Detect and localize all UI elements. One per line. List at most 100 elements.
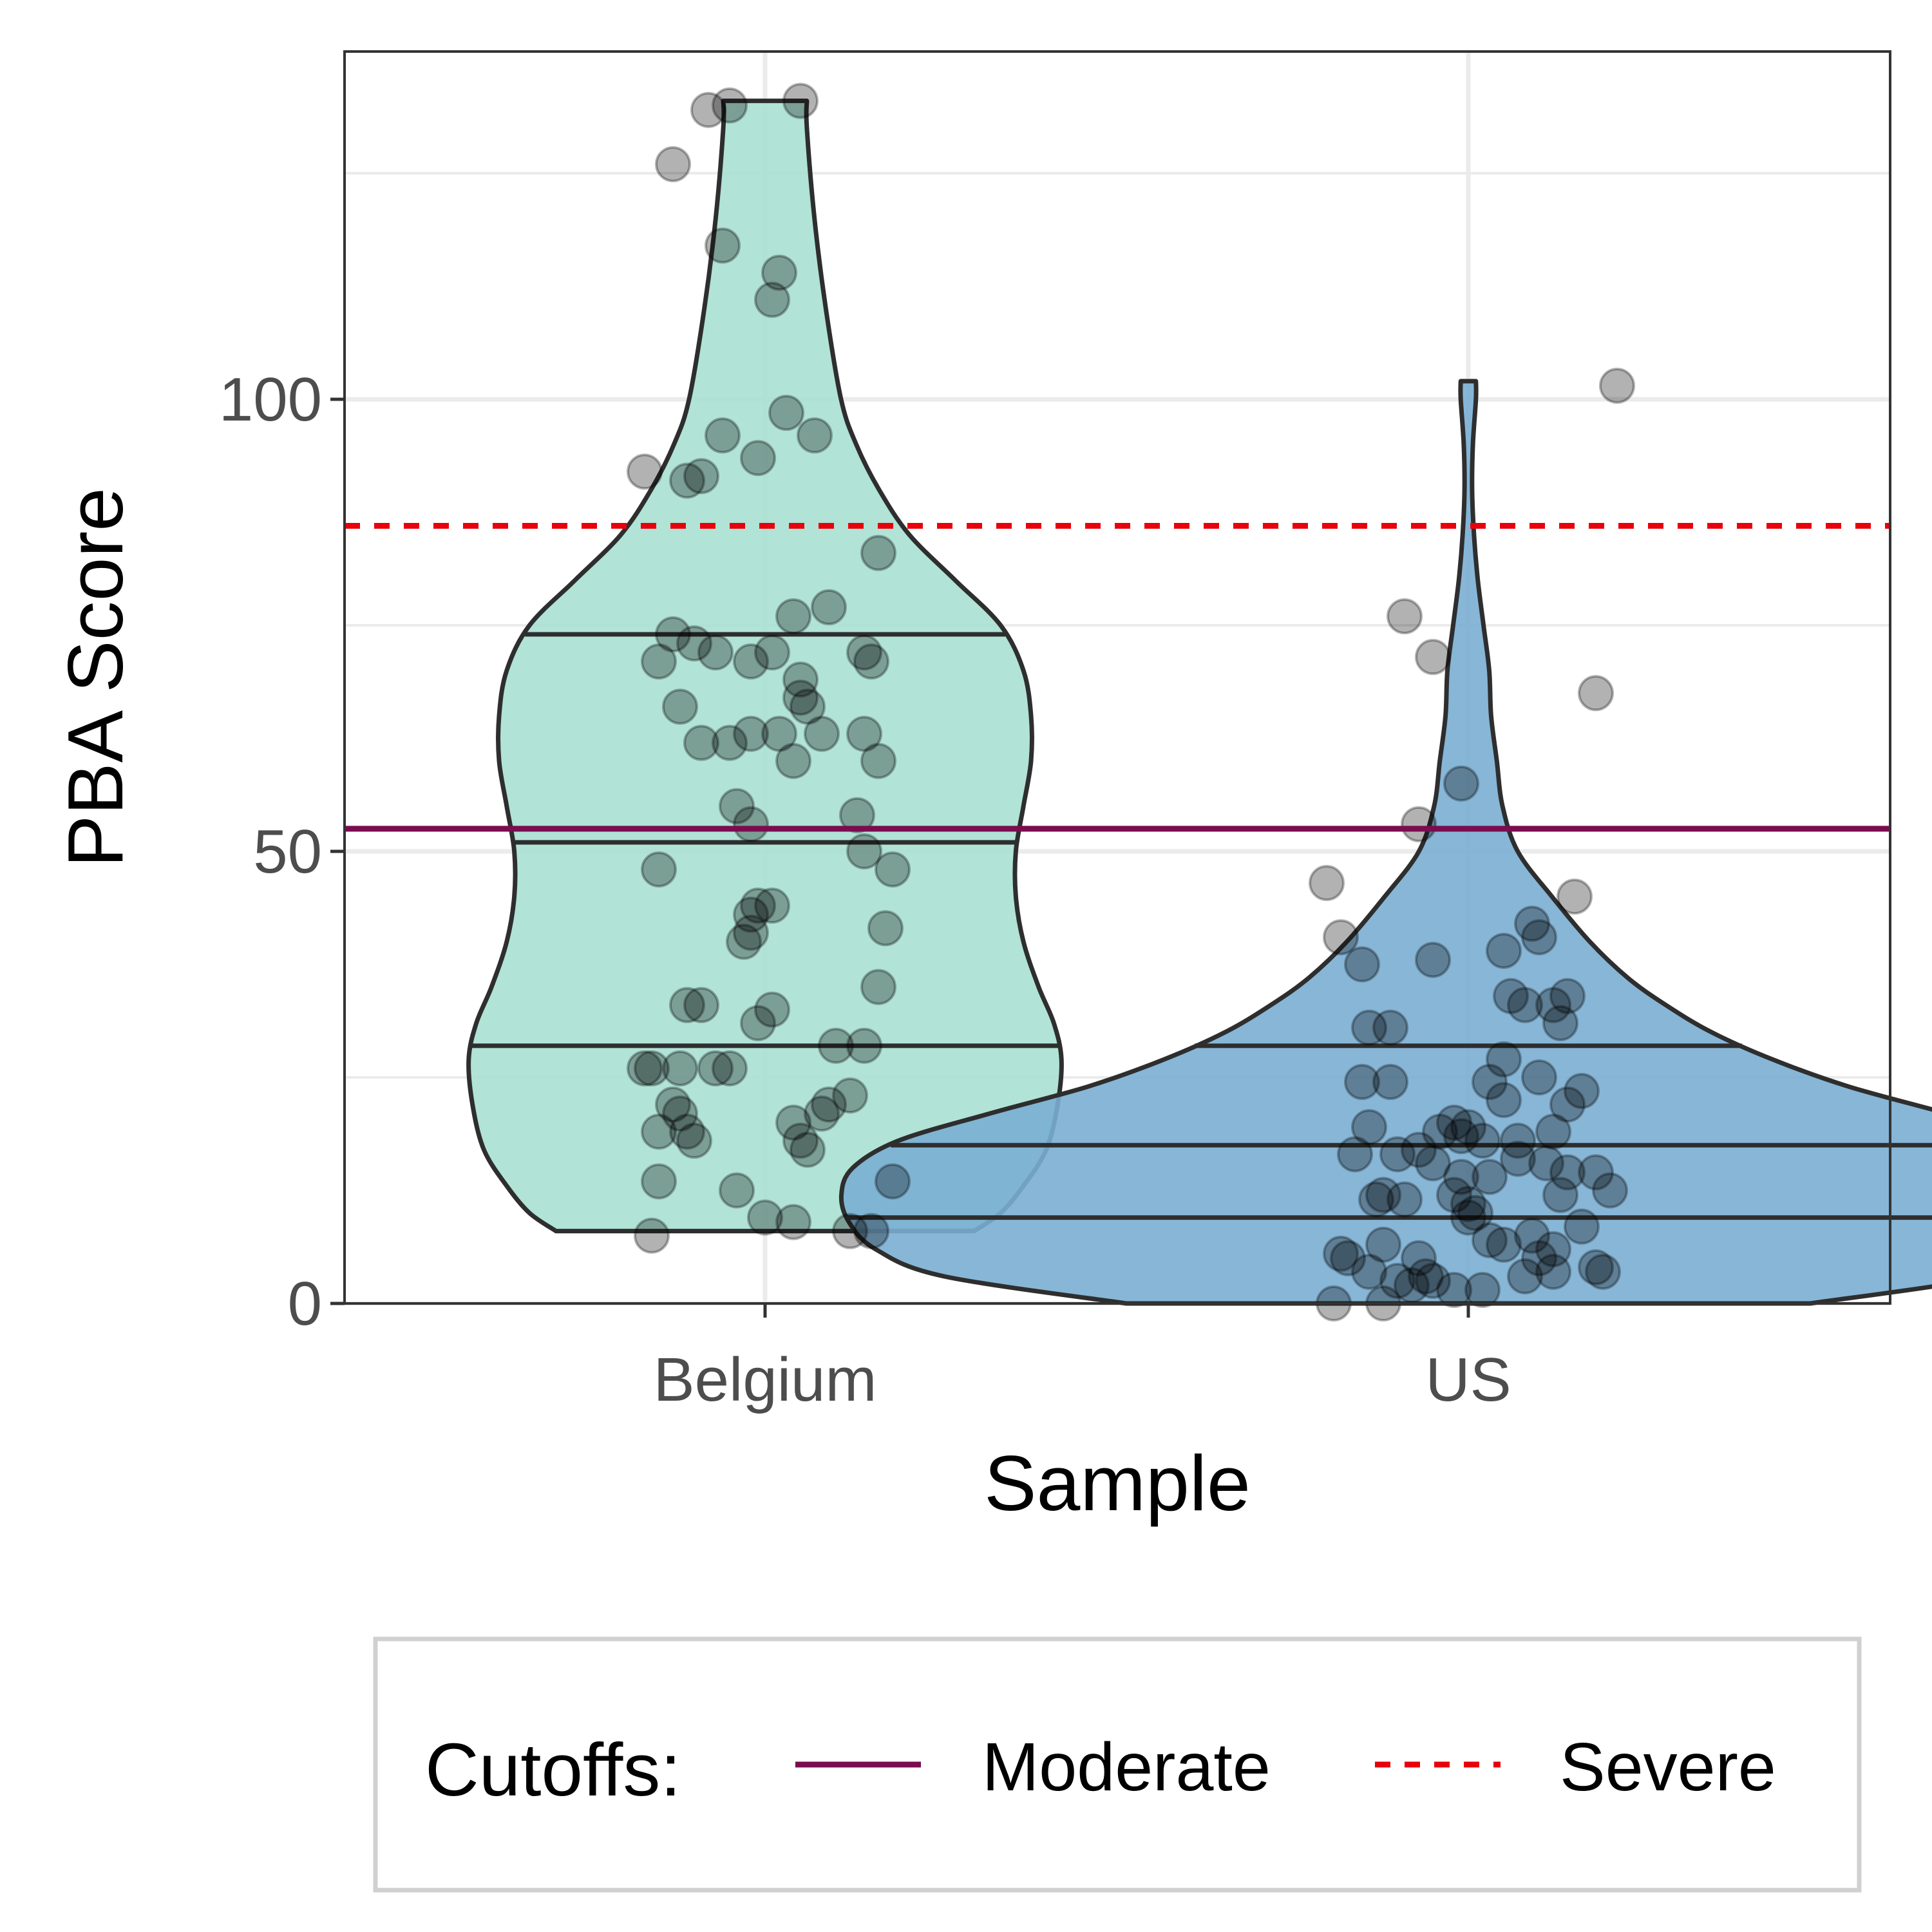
data-point-us: [1486, 1226, 1522, 1263]
data-point-belgium: [754, 887, 790, 924]
data-point-us: [1351, 1253, 1387, 1290]
data-point-belgium: [705, 417, 741, 454]
data-point-us: [1415, 942, 1451, 978]
data-point-belgium: [669, 987, 705, 1023]
data-point-belgium: [683, 458, 719, 495]
data-point-us: [1365, 1226, 1401, 1263]
data-point-belgium: [669, 1113, 705, 1150]
data-point-belgium: [839, 797, 875, 833]
violin-layer: [466, 99, 1932, 1306]
data-point-us: [1372, 1009, 1408, 1046]
data-point-us: [1344, 946, 1380, 983]
data-point-belgium: [832, 1213, 868, 1249]
data-point-us: [1415, 1262, 1451, 1299]
data-point-belgium: [712, 87, 748, 124]
data-point-belgium: [804, 1095, 840, 1132]
data-point-us: [1450, 1109, 1486, 1146]
data-point-belgium: [655, 146, 691, 182]
data-point-us: [1422, 1113, 1458, 1150]
data-point-us: [1557, 878, 1593, 915]
data-point-us: [1592, 1172, 1628, 1209]
data-point-us: [1542, 1005, 1578, 1041]
data-point-us: [1549, 1086, 1586, 1123]
legend-title: Cutoffs:: [425, 1728, 681, 1812]
data-point-us: [1351, 1109, 1387, 1146]
data-point-belgium: [846, 634, 882, 671]
data-point-us: [1443, 1118, 1479, 1155]
data-point-us: [1436, 1177, 1472, 1213]
data-point-belgium: [733, 914, 769, 951]
data-point-us: [1500, 1122, 1536, 1159]
data-point-us: [1323, 919, 1359, 956]
data-point-belgium: [733, 896, 769, 933]
legend-severe-label: Severe: [1560, 1729, 1776, 1805]
data-point-us: [1549, 978, 1586, 1014]
data-point-belgium: [797, 417, 833, 454]
data-point-us: [1585, 1253, 1621, 1290]
x-axis-title: Sample: [984, 1439, 1251, 1527]
data-point-us: [1387, 1181, 1423, 1218]
data-point-belgium: [634, 1050, 670, 1086]
data-point-belgium: [740, 440, 776, 477]
data-point-belgium: [676, 1122, 712, 1159]
data-point-belgium: [754, 634, 790, 671]
data-point-us: [1408, 1258, 1444, 1294]
data-point-us: [1521, 1240, 1557, 1276]
data-point-us: [1464, 1271, 1501, 1308]
data-point-belgium: [726, 923, 762, 960]
legend-box: [373, 1636, 1862, 1893]
data-point-belgium: [641, 1113, 677, 1150]
data-point-belgium: [719, 1172, 755, 1209]
data-point-belgium: [846, 833, 882, 869]
data-point-us: [1564, 1073, 1600, 1110]
data-point-us: [1472, 1064, 1508, 1101]
data-point-belgium: [875, 851, 911, 888]
data-point-belgium: [754, 281, 790, 318]
data-point-belgium: [761, 254, 797, 291]
data-point-us: [1443, 765, 1479, 802]
y-tick-label: 50: [253, 817, 322, 886]
data-point-us: [1514, 905, 1550, 942]
data-point-us: [1450, 1186, 1486, 1222]
data-point-us: [1450, 1199, 1486, 1236]
plot-panel-border: [343, 50, 1891, 1305]
data-point-belgium: [634, 1217, 670, 1254]
data-point-us: [1472, 1222, 1508, 1258]
reference-lines-layer: [345, 523, 1890, 832]
data-point-us: [1457, 1195, 1493, 1231]
data-point-us: [1500, 1141, 1536, 1177]
data-point-us: [1507, 987, 1543, 1023]
data-point-us: [1394, 1267, 1430, 1303]
data-point-belgium: [705, 227, 741, 264]
data-point-belgium: [733, 715, 769, 752]
data-point-belgium: [747, 1199, 783, 1236]
data-point-us: [1358, 1181, 1394, 1218]
data-point-belgium: [860, 743, 896, 779]
data-point-belgium: [775, 1104, 811, 1141]
data-point-us: [1599, 367, 1635, 404]
jitter-points-layer: [627, 82, 1635, 1321]
data-point-belgium: [775, 743, 811, 779]
data-point-us: [1415, 639, 1451, 676]
data-point-belgium: [761, 715, 797, 752]
data-point-us: [1323, 1235, 1359, 1272]
data-point-belgium: [782, 1122, 819, 1159]
data-point-belgium: [846, 1027, 882, 1064]
x-tick-label: US: [1425, 1345, 1511, 1414]
data-point-belgium: [790, 688, 826, 725]
data-point-us: [1514, 1217, 1550, 1254]
data-point-belgium: [697, 1050, 734, 1086]
data-point-belgium: [740, 887, 776, 924]
data-point-us: [1309, 865, 1345, 902]
data-point-us: [1486, 1041, 1522, 1077]
data-point-belgium: [662, 1095, 698, 1132]
data-point-us: [1521, 1059, 1557, 1095]
data-point-belgium: [768, 395, 804, 431]
data-point-us: [1507, 1258, 1543, 1294]
data-point-belgium: [754, 991, 790, 1028]
data-point-belgium: [627, 453, 663, 490]
data-point-belgium: [860, 969, 896, 1005]
data-point-belgium: [676, 625, 712, 662]
data-point-belgium: [712, 724, 748, 761]
data-point-us: [1387, 598, 1423, 634]
